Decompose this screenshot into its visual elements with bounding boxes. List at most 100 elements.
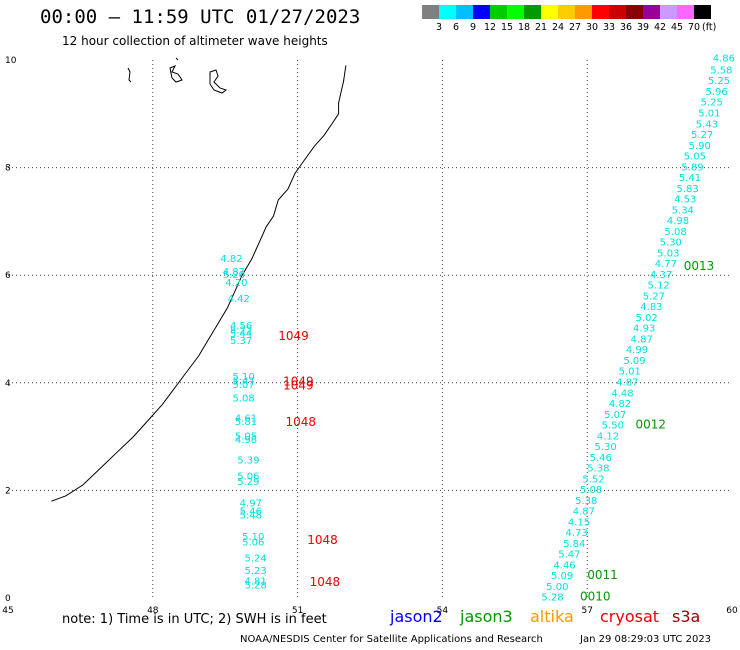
wave-height-value: 4.48: [611, 388, 633, 399]
legend-item-altika: altika: [530, 607, 574, 626]
pass-time-label: 1048: [286, 415, 317, 429]
wave-height-value: 4.46: [553, 560, 575, 571]
color-swatch: [643, 5, 660, 19]
wave-height-value: 4.81: [245, 577, 267, 588]
wave-height-value: 5.06: [237, 472, 259, 483]
wave-height-value: 5.41: [679, 173, 701, 184]
color-swatch: [677, 5, 694, 19]
map-ticks: 45 48 51 54 57 60 0 2 4 6 8 10: [2, 56, 738, 616]
x-tick-label: 60: [726, 606, 738, 616]
wave-height-value: 5.30: [594, 442, 616, 453]
wave-height-value: 4.98: [667, 216, 689, 227]
color-scale-label: 33: [603, 22, 616, 33]
legend-item-s3a: s3a: [672, 607, 701, 626]
wave-height-value: 5.58: [710, 65, 732, 76]
wave-height-value: 5.28: [541, 593, 563, 604]
wave-height-value: 5.90: [689, 141, 711, 152]
wave-height-value: 5.50: [602, 421, 624, 432]
wave-height-value: 5.23: [245, 566, 267, 577]
coastline-path: [51, 65, 347, 502]
wave-height-value: 5.25: [708, 76, 730, 87]
wave-height-value: 5.81: [235, 417, 257, 428]
page-subtitle: 12 hour collection of altimeter wave hei…: [62, 34, 328, 48]
wave-height-value: 4.37: [650, 270, 672, 281]
color-scale-label: 27: [569, 22, 582, 33]
y-tick-label: 0: [5, 594, 11, 604]
wave-height-value: 5.20: [223, 270, 245, 281]
color-scale-label: 39: [637, 22, 650, 33]
wave-height-value: 4.98: [235, 435, 257, 446]
wave-height-value: 5.29: [237, 477, 259, 488]
color-swatch: [660, 5, 677, 19]
color-swatch: [541, 5, 558, 19]
wave-height-values: 4.824.875.204.204.424.565.225.445.375.10…: [220, 54, 735, 604]
wave-height-value: 5.08: [580, 485, 602, 496]
wave-height-value: 4.86: [713, 54, 735, 65]
color-scale-label: 9: [470, 22, 477, 33]
wave-height-value: 5.22: [230, 325, 252, 336]
island-3: [209, 69, 228, 94]
y-tick-label: 8: [5, 164, 11, 174]
credit-text: NOAA/NESDIS Center for Satellite Applica…: [240, 634, 543, 645]
wave-height-value: 5.08: [664, 227, 686, 238]
wave-height-value: 5.01: [619, 367, 641, 378]
x-tick-label: 57: [581, 606, 592, 616]
pass-time-label: 1048: [310, 575, 341, 589]
color-swatch: [592, 5, 609, 19]
pass-time-label: 0010: [580, 590, 611, 604]
wave-height-value: 5.28: [245, 580, 267, 591]
color-swatch: [490, 5, 507, 19]
color-scale-label: 24: [552, 22, 565, 33]
wave-height-value: 4.87: [573, 507, 595, 518]
wave-height-value: 5.44: [230, 329, 252, 340]
color-scale-label: 45: [671, 22, 684, 33]
wave-height-value: 5.24: [245, 553, 267, 564]
wave-height-value: 4.83: [640, 302, 662, 313]
color-swatch: [694, 5, 711, 19]
page-title: 00:00 – 11:59 UTC 01/27/2023: [40, 6, 361, 28]
color-scale-bar: [422, 5, 711, 19]
wave-height-value: 5.12: [648, 281, 670, 292]
wave-height-value: 5.38: [587, 464, 609, 475]
wave-height-value: 4.20: [225, 278, 247, 289]
wave-height-value: 4.87: [616, 377, 638, 388]
pass-time-label: 1048: [307, 533, 338, 547]
wave-height-value: 5.05: [235, 431, 257, 442]
color-scale-label: 12: [484, 22, 497, 33]
wave-height-value: 5.34: [672, 205, 694, 216]
wave-height-value: 5.06: [242, 537, 264, 548]
color-swatch: [422, 5, 439, 19]
legend-item-jason2: jason2: [390, 607, 443, 626]
y-tick-label: 4: [5, 379, 11, 389]
x-tick-label: 48: [147, 606, 159, 616]
color-scale-label: 30: [586, 22, 599, 33]
pass-time-label: 0011: [587, 568, 618, 582]
color-swatch: [575, 5, 592, 19]
wave-height-value: 5.84: [563, 539, 585, 550]
wave-height-value: 5.08: [232, 394, 254, 405]
y-tick-label: 10: [5, 56, 17, 66]
color-scale-label: 21: [535, 22, 548, 33]
legend-item-cryosat: cryosat: [600, 607, 660, 626]
color-scale-label: 42: [654, 22, 667, 33]
wave-height-value: 5.27: [643, 291, 665, 302]
wave-height-value: 5.48: [240, 510, 262, 521]
wave-height-value: 5.96: [705, 87, 727, 98]
wave-height-value: 5.38: [575, 496, 597, 507]
color-swatch: [558, 5, 575, 19]
wave-height-value: 4.53: [674, 195, 696, 206]
wave-height-value: 5.02: [635, 313, 657, 324]
wave-height-value: 5.52: [582, 474, 604, 485]
wave-height-value: 5.89: [681, 162, 703, 173]
wave-height-value: 5.27: [691, 130, 713, 141]
wave-height-value: 4.82: [220, 254, 242, 265]
footnote: note: 1) Time is in UTC; 2) SWH is in fe…: [62, 612, 327, 627]
wave-height-value: 5.47: [558, 550, 580, 561]
island-4: [175, 57, 179, 61]
pass-time-label: 1049: [283, 374, 314, 388]
color-swatch: [507, 5, 524, 19]
color-scale-label: 15: [501, 22, 514, 33]
wave-height-value: 5.10: [232, 372, 254, 383]
wave-height-value: 5.01: [698, 108, 720, 119]
